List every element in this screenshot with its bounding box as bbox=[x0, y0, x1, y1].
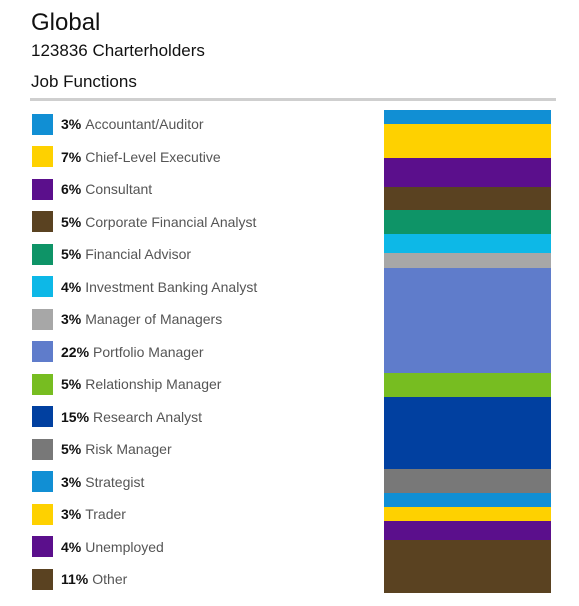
legend-percent: 5% bbox=[61, 441, 82, 457]
bar-segment bbox=[384, 373, 551, 397]
legend-percent: 3% bbox=[61, 506, 82, 522]
bar-segment bbox=[384, 253, 551, 268]
bar-segment bbox=[384, 540, 551, 593]
bar-segment bbox=[384, 397, 551, 469]
legend-label: Investment Banking Analyst bbox=[85, 278, 258, 295]
legend-label: Trader bbox=[85, 506, 126, 522]
charterholder-count: 123836 Charterholders bbox=[31, 41, 205, 60]
legend-item: 5% Financial Advisor bbox=[32, 243, 191, 265]
bar-segment bbox=[384, 187, 551, 210]
legend-item: 7% Chief-Level Executive bbox=[32, 146, 221, 168]
legend-label: Risk Manager bbox=[85, 441, 172, 457]
legend-item: 3% Trader bbox=[32, 503, 126, 525]
divider bbox=[30, 98, 556, 101]
legend-label: Financial Advisor bbox=[85, 246, 192, 262]
page-title: Global bbox=[31, 9, 101, 36]
legend-label: Portfolio Manager bbox=[93, 343, 204, 360]
bar-segment bbox=[384, 124, 551, 158]
bar-segment bbox=[384, 493, 551, 507]
legend-label: Relationship Manager bbox=[85, 376, 222, 392]
legend-item: 11% Other bbox=[32, 568, 127, 590]
legend-item: 5% Relationship Manager bbox=[32, 373, 221, 395]
legend-percent: 3% bbox=[61, 311, 82, 327]
legend-percent: 11% bbox=[61, 571, 89, 587]
legend-swatch bbox=[32, 113, 53, 135]
legend-swatch bbox=[32, 308, 53, 330]
legend-percent: 22% bbox=[61, 343, 90, 360]
stacked-bar bbox=[384, 110, 551, 593]
legend-swatch bbox=[32, 178, 53, 200]
legend-label: Other bbox=[92, 571, 128, 587]
legend-percent: 15% bbox=[61, 408, 90, 425]
legend-percent: 3% bbox=[61, 116, 82, 132]
bar-segment bbox=[384, 210, 551, 234]
legend-percent: 4% bbox=[61, 278, 82, 295]
legend-swatch bbox=[32, 438, 53, 460]
bar-segment bbox=[384, 110, 551, 124]
legend-label: Accountant/Auditor bbox=[85, 116, 204, 132]
legend-swatch bbox=[32, 471, 53, 492]
legend-percent: 4% bbox=[61, 538, 82, 555]
legend-label: Strategist bbox=[85, 473, 145, 490]
legend-item: 22% Portfolio Manager bbox=[32, 341, 204, 363]
legend-item: 5% Corporate Financial Analyst bbox=[32, 211, 256, 233]
bar-segment bbox=[384, 469, 551, 493]
legend-swatch bbox=[32, 503, 53, 525]
bar-segment bbox=[384, 268, 551, 373]
legend-item: 15% Research Analyst bbox=[32, 406, 202, 428]
legend-swatch bbox=[32, 406, 53, 427]
legend-percent: 5% bbox=[61, 246, 82, 262]
legend-item: 3% Manager of Managers bbox=[32, 308, 222, 330]
legend-swatch bbox=[32, 373, 53, 395]
legend-item: 4% Investment Banking Analyst bbox=[32, 276, 257, 298]
legend-item: 6% Consultant bbox=[32, 178, 152, 200]
legend-label: Unemployed bbox=[85, 538, 164, 555]
legend-label: Manager of Managers bbox=[85, 311, 223, 327]
legend-item: 4% Unemployed bbox=[32, 536, 164, 558]
legend-swatch bbox=[32, 146, 53, 167]
legend-swatch bbox=[32, 568, 53, 590]
legend-swatch bbox=[32, 536, 53, 557]
bar-segment bbox=[384, 158, 551, 187]
legend-percent: 6% bbox=[61, 181, 82, 197]
bar-segment bbox=[384, 507, 551, 521]
legend-percent: 5% bbox=[61, 376, 82, 392]
legend-item: 3% Strategist bbox=[32, 471, 144, 493]
legend-label: Chief-Level Executive bbox=[85, 148, 221, 165]
legend-label: Consultant bbox=[85, 181, 153, 197]
legend-swatch bbox=[32, 243, 53, 265]
legend-swatch bbox=[32, 341, 53, 362]
legend-percent: 5% bbox=[61, 213, 82, 230]
bar-segment bbox=[384, 234, 551, 253]
bar-segment bbox=[384, 521, 551, 540]
legend-label: Corporate Financial Analyst bbox=[85, 213, 257, 230]
legend-percent: 3% bbox=[61, 473, 82, 490]
section-heading: Job Functions bbox=[31, 72, 137, 91]
legend-label: Research Analyst bbox=[93, 408, 202, 425]
legend-item: 3% Accountant/Auditor bbox=[32, 113, 204, 135]
legend-percent: 7% bbox=[61, 148, 82, 165]
legend-item: 5% Risk Manager bbox=[32, 438, 172, 460]
legend-swatch bbox=[32, 211, 53, 232]
legend-swatch bbox=[32, 276, 53, 297]
